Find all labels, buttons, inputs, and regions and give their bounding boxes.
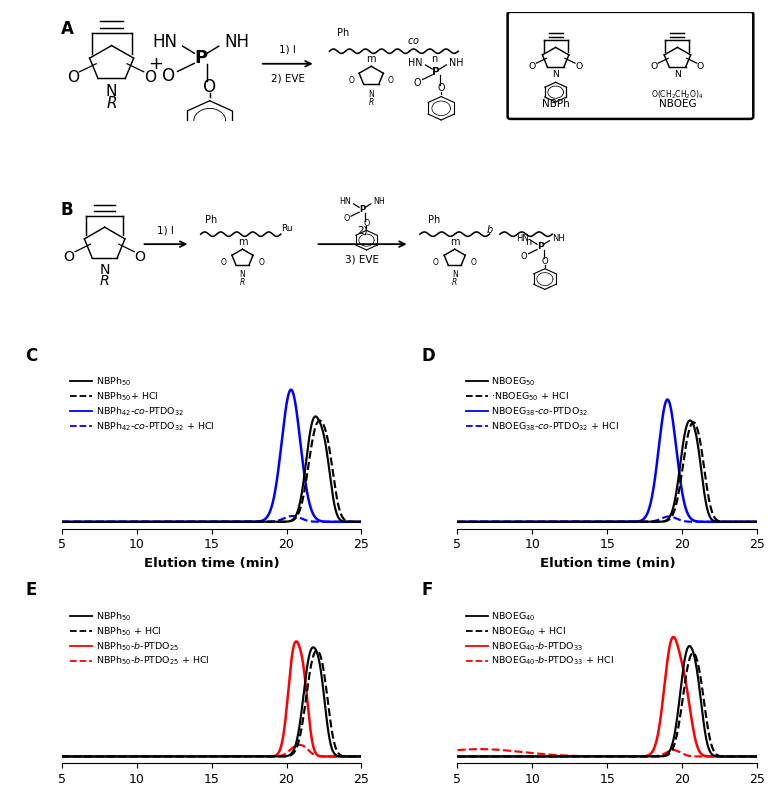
Text: O: O xyxy=(575,62,582,71)
Text: O: O xyxy=(697,62,704,71)
Text: 1) I: 1) I xyxy=(158,225,175,236)
Text: O: O xyxy=(541,257,548,266)
Legend: NBPh$_{50}$, NBPh$_{50}$ + HCl, NBPh$_{50}$-$b$-PTDO$_{25}$, NBPh$_{50}$-$b$-PTD: NBPh$_{50}$, NBPh$_{50}$ + HCl, NBPh$_{5… xyxy=(66,607,213,672)
Text: O: O xyxy=(414,78,421,88)
Text: 2): 2) xyxy=(357,225,368,236)
Text: O: O xyxy=(438,83,445,93)
Text: N: N xyxy=(106,84,118,99)
Text: HN: HN xyxy=(339,198,351,206)
Legend: NBPh$_{50}$, NBPh$_{50}$+ HCl, NBPh$_{42}$-$co$-PTDO$_{32}$, NBPh$_{42}$-$co$-PT: NBPh$_{50}$, NBPh$_{50}$+ HCl, NBPh$_{42… xyxy=(66,372,218,437)
X-axis label: Elution time (min): Elution time (min) xyxy=(540,557,675,570)
Text: N: N xyxy=(452,271,458,279)
Text: HN: HN xyxy=(516,234,528,243)
Text: O: O xyxy=(64,250,75,264)
Text: HN: HN xyxy=(408,58,422,67)
Text: O: O xyxy=(433,258,439,267)
Text: O: O xyxy=(349,76,355,85)
Text: NH: NH xyxy=(373,198,385,206)
Text: m: m xyxy=(367,54,376,64)
Text: O: O xyxy=(651,62,658,71)
Text: 1) I: 1) I xyxy=(279,44,296,55)
Legend: NBOEG$_{40}$, NBOEG$_{40}$ + HCl, NBOEG$_{40}$-$b$-PTDO$_{33}$, NBOEG$_{40}$-$b$: NBOEG$_{40}$, NBOEG$_{40}$ + HCl, NBOEG$… xyxy=(462,607,618,672)
Text: O: O xyxy=(258,258,265,267)
Text: O: O xyxy=(203,78,216,96)
Text: C: C xyxy=(25,346,38,365)
Text: P: P xyxy=(359,206,365,214)
Text: D: D xyxy=(421,346,435,365)
Text: NH: NH xyxy=(552,234,564,243)
Text: P: P xyxy=(537,242,544,252)
Text: R: R xyxy=(240,278,245,287)
Text: A: A xyxy=(61,20,74,38)
FancyBboxPatch shape xyxy=(508,12,754,119)
Text: NH: NH xyxy=(449,58,464,67)
Text: O: O xyxy=(135,250,145,264)
Text: m: m xyxy=(238,237,247,248)
Text: N: N xyxy=(552,70,559,79)
Text: O: O xyxy=(145,70,156,85)
Text: R: R xyxy=(106,96,117,111)
Text: 2) EVE: 2) EVE xyxy=(271,73,305,83)
Text: R: R xyxy=(452,278,458,287)
Text: Ph: Ph xyxy=(428,215,440,225)
Text: $\rm O(CH_2CH_2O)_4$: $\rm O(CH_2CH_2O)_4$ xyxy=(651,89,704,101)
Text: NBPh: NBPh xyxy=(542,99,570,109)
Text: O: O xyxy=(162,67,175,85)
Text: N: N xyxy=(674,70,681,79)
Text: HN: HN xyxy=(152,33,178,51)
Text: R: R xyxy=(368,98,374,107)
Text: +: + xyxy=(148,55,163,73)
Text: m: m xyxy=(450,237,460,248)
Text: N: N xyxy=(368,90,374,99)
Text: 3) EVE: 3) EVE xyxy=(345,254,379,264)
Text: Ru: Ru xyxy=(281,224,292,233)
Text: O: O xyxy=(363,219,370,228)
Text: $b$: $b$ xyxy=(486,222,494,235)
Text: O: O xyxy=(529,62,536,71)
Text: NH: NH xyxy=(224,33,249,51)
Text: Ph: Ph xyxy=(205,215,218,225)
Text: $co$: $co$ xyxy=(407,36,419,46)
Text: NBOEG: NBOEG xyxy=(658,99,696,109)
Text: N: N xyxy=(99,263,110,277)
Text: O: O xyxy=(344,214,350,223)
Text: n: n xyxy=(524,237,531,248)
Text: Ph: Ph xyxy=(338,28,349,39)
Text: P: P xyxy=(194,49,208,67)
Text: O: O xyxy=(221,258,227,267)
X-axis label: Elution time (min): Elution time (min) xyxy=(144,557,279,570)
Text: O: O xyxy=(67,70,79,85)
Text: n: n xyxy=(431,54,437,64)
Text: O: O xyxy=(521,252,528,261)
Text: O: O xyxy=(388,76,394,85)
Text: N: N xyxy=(240,271,245,279)
Text: E: E xyxy=(25,581,37,600)
Legend: NBOEG$_{50}$, $\cdot$NBOEG$_{50}$ + HCl, NBOEG$_{38}$-$co$-PTDO$_{32}$, NBOEG$_{: NBOEG$_{50}$, $\cdot$NBOEG$_{50}$ + HCl,… xyxy=(462,372,623,437)
Text: P: P xyxy=(432,67,440,77)
Text: F: F xyxy=(421,581,433,600)
Text: R: R xyxy=(100,274,110,288)
Text: B: B xyxy=(61,201,74,219)
Text: O: O xyxy=(471,258,477,267)
